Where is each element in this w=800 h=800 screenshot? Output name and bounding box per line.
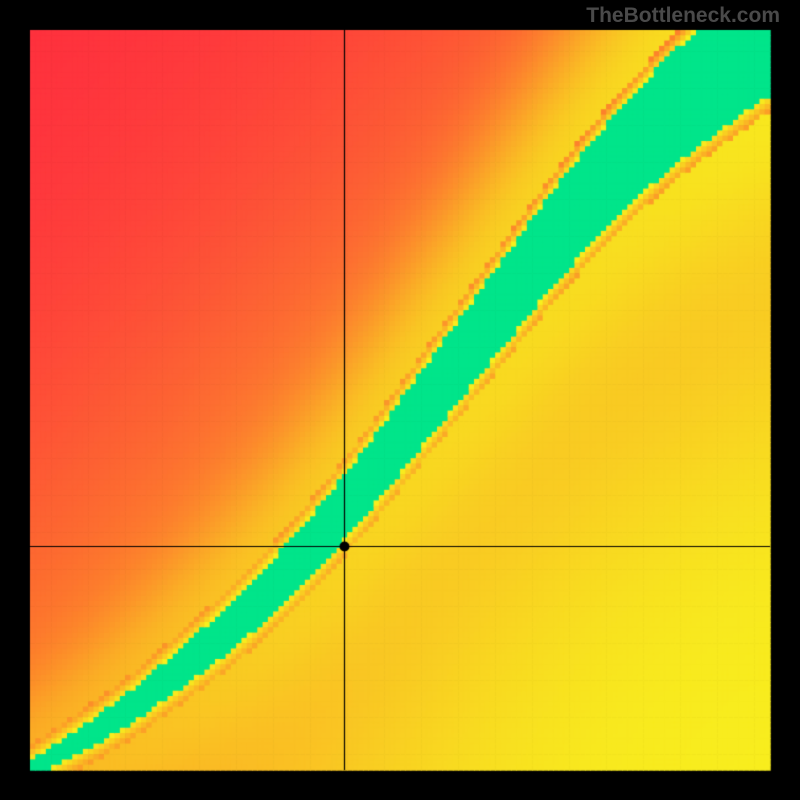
watermark-title: TheBottleneck.com [586, 4, 780, 28]
bottleneck-heatmap-chart [0, 0, 800, 800]
